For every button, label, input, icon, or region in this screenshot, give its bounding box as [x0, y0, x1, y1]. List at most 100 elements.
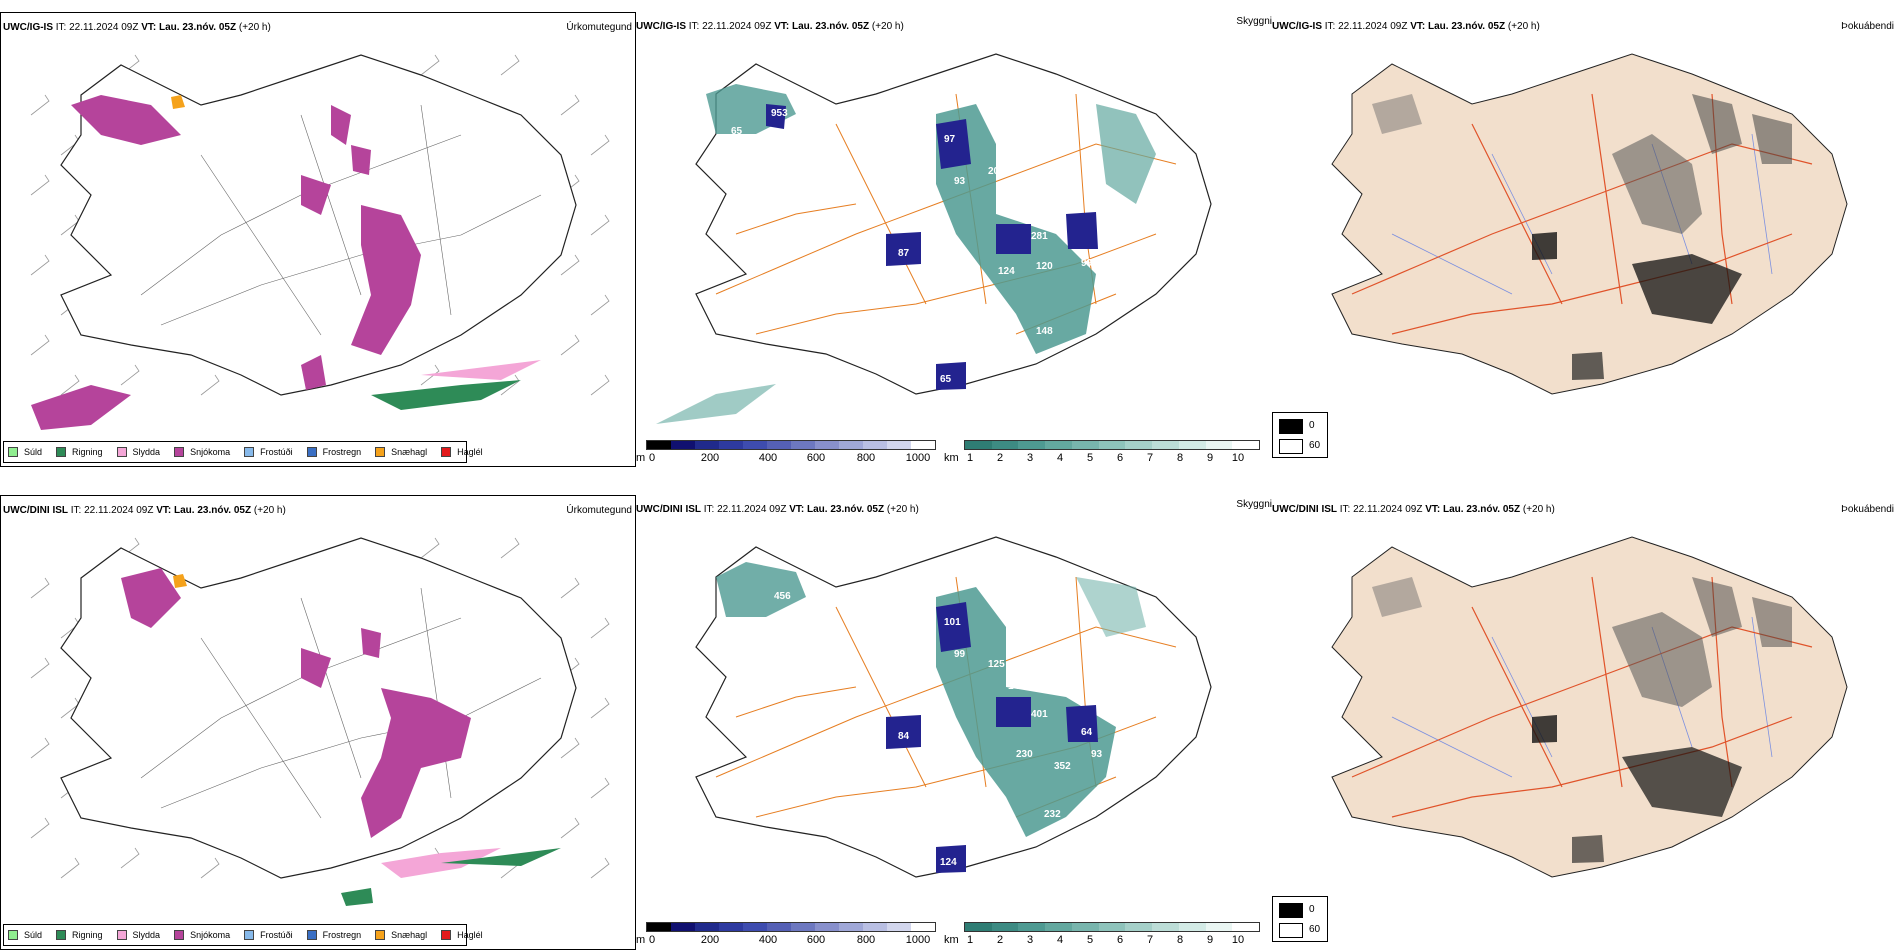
visibility-tick: 8 — [1176, 452, 1184, 464]
ceiling-label: 97 — [944, 134, 956, 145]
visibility-title-top: Skyggni — [1236, 16, 1272, 27]
visibility-tick: 1 — [966, 452, 974, 464]
ceiling-label: 148 — [1036, 326, 1053, 337]
fog-legend-bottom: 0 60 — [1272, 896, 1328, 942]
visibility-header-top: UWC/IG-IS IT: 22.11.2024 09Z VT: Lau. 23… — [636, 21, 904, 32]
precip-panel-bottom: UWC/DINI ISL IT: 22.11.2024 09Z VT: Lau.… — [0, 495, 636, 950]
fog-legend-swatch — [1279, 439, 1303, 454]
legend-swatch — [8, 447, 18, 457]
legend-item: Súld — [8, 447, 42, 457]
ceiling-tick: 800 — [856, 452, 876, 464]
legend-swatch — [174, 930, 185, 940]
fog-legend-swatch — [1279, 923, 1303, 938]
visibility-unit: km — [944, 452, 959, 464]
visibility-tick: 10 — [1231, 452, 1245, 464]
visibility-header-bottom: UWC/DINI ISL IT: 22.11.2024 09Z VT: Lau.… — [636, 504, 919, 515]
ceiling-tick: 200 — [700, 934, 720, 946]
ceiling-label: 99 — [1081, 258, 1093, 269]
legend-item: Slydda — [116, 930, 160, 940]
precip-header-bottom: UWC/DINI ISL IT: 22.11.2024 09Z VT: Lau.… — [3, 505, 286, 516]
visibility-panel-top: UWC/IG-IS IT: 22.11.2024 09Z VT: Lau. 23… — [636, 12, 1272, 467]
legend-item: Rigning — [56, 930, 103, 940]
legend-swatch — [8, 930, 18, 940]
ceiling-label: 124 — [940, 857, 957, 868]
fog-header-top: UWC/IG-IS IT: 22.11.2024 09Z VT: Lau. 23… — [1272, 21, 1540, 32]
legend-swatch — [306, 930, 317, 940]
visibility-tick: 2 — [996, 934, 1004, 946]
fog-header-bottom: UWC/DINI ISL IT: 22.11.2024 09Z VT: Lau.… — [1272, 504, 1555, 515]
fog-legend-label: 0 — [1309, 420, 1315, 431]
ceiling-unit: m — [636, 934, 646, 946]
visibility-tick: 7 — [1146, 934, 1154, 946]
fog-panel-bottom: UWC/DINI ISL IT: 22.11.2024 09Z VT: Lau.… — [1272, 495, 1900, 895]
ceiling-label: 87 — [898, 248, 910, 259]
visibility-tick: 1 — [966, 934, 974, 946]
ceiling-tick: 1000 — [905, 934, 931, 946]
ceiling-tick: 0 — [648, 452, 656, 464]
ceiling-unit: m — [636, 452, 646, 464]
precip-legend-top: Súld Rigning Slydda Snjókoma Frostúði Fr… — [3, 441, 483, 463]
precip-title-top: Úrkomutegund — [566, 22, 632, 33]
legend-item: Haglél — [441, 930, 483, 940]
legend-swatch — [306, 447, 317, 457]
visibility-tick: 9 — [1206, 934, 1214, 946]
ceiling-label: 99 — [954, 649, 966, 660]
legend-swatch — [116, 447, 127, 457]
ceiling-label: 97 — [926, 234, 938, 245]
legend-item: Snæhagl — [375, 930, 427, 940]
visibility-colorbar-top: km 1 2 3 4 5 6 7 8 9 10 — [944, 440, 1264, 468]
visibility-colorbar-bottom: km 1 2 3 4 5 6 7 8 9 10 — [944, 922, 1264, 950]
visibility-map-bottom: 456 101 99 125 146 401 84 230 352 64 93 … — [695, 536, 1212, 878]
ceiling-colorbar-bottom: m 0 200 400 600 800 1000 — [636, 922, 938, 950]
legend-swatch — [375, 930, 386, 940]
ceiling-label: 64 — [1081, 727, 1093, 738]
legend-item: Snæhagl — [375, 447, 427, 457]
ceiling-tick: 0 — [648, 934, 656, 946]
ceiling-label: 232 — [1044, 809, 1061, 820]
fog-legend-top: 0 60 — [1272, 412, 1328, 458]
visibility-tick: 4 — [1056, 452, 1064, 464]
visibility-title-bottom: Skyggni — [1236, 499, 1272, 510]
legend-swatch — [56, 447, 67, 457]
visibility-tick: 5 — [1086, 452, 1094, 464]
visibility-tick: 9 — [1206, 452, 1214, 464]
ceiling-colorbar-strip — [646, 922, 936, 932]
visibility-tick: 3 — [1026, 452, 1034, 464]
precip-legend-bottom: Súld Rigning Slydda Snjókoma Frostúði Fr… — [3, 924, 483, 946]
precip-title-bottom: Úrkomutegund — [566, 505, 632, 516]
ceiling-label: 953 — [771, 108, 788, 119]
visibility-tick: 7 — [1146, 452, 1154, 464]
ceiling-label: 203 — [1006, 196, 1023, 207]
legend-item: Snjókoma — [174, 930, 230, 940]
legend-item: Frostúði — [244, 930, 293, 940]
legend-swatch — [441, 447, 452, 457]
ceiling-label: 120 — [1036, 261, 1053, 272]
ceiling-tick: 200 — [700, 452, 720, 464]
visibility-tick: 3 — [1026, 934, 1034, 946]
legend-item: Frostúði — [244, 447, 293, 457]
fog-title-top: Þokuábendi — [1841, 21, 1894, 32]
ceiling-label: 230 — [1016, 749, 1033, 760]
legend-swatch — [174, 447, 185, 457]
legend-item: Súld — [8, 930, 42, 940]
ceiling-tick: 600 — [806, 452, 826, 464]
fog-legend-swatch — [1279, 903, 1303, 918]
snow-area — [71, 95, 181, 145]
ceiling-label: 146 — [1008, 681, 1025, 692]
ceiling-label: 125 — [988, 659, 1005, 670]
legend-swatch — [375, 447, 386, 457]
legend-item: Rigning — [56, 447, 103, 457]
fog-legend-label: 0 — [1309, 904, 1315, 915]
fog-map-bottom — [1331, 536, 1848, 878]
visibility-tick: 5 — [1086, 934, 1094, 946]
legend-swatch — [116, 930, 127, 940]
visibility-tick: 4 — [1056, 934, 1064, 946]
ceiling-label: 93 — [1091, 749, 1103, 760]
ceiling-tick: 400 — [758, 452, 778, 464]
visibility-colorbar-strip — [964, 440, 1260, 450]
visibility-tick: 6 — [1116, 452, 1124, 464]
ceiling-label: 65 — [940, 374, 952, 385]
visibility-tick: 10 — [1231, 934, 1245, 946]
visibility-unit: km — [944, 934, 959, 946]
fog-title-bottom: Þokuábendi — [1841, 504, 1894, 515]
